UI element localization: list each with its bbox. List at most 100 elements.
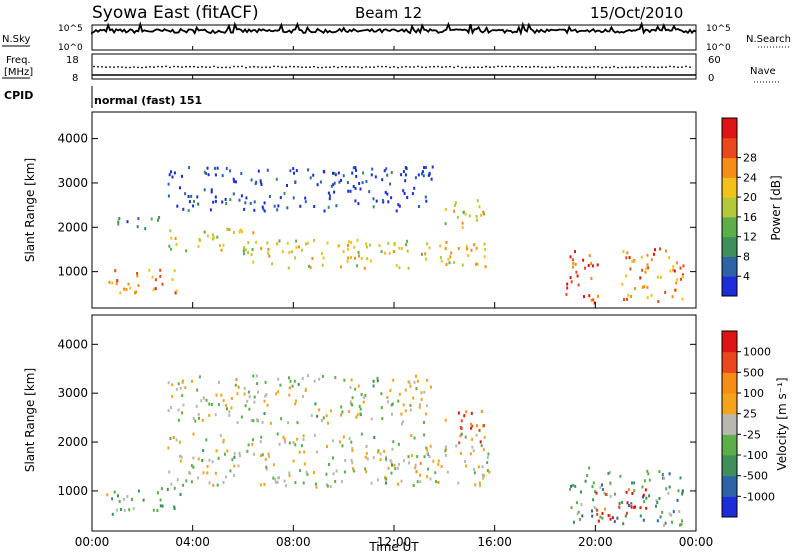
echo-cell — [358, 404, 361, 408]
echo-cell — [484, 265, 487, 269]
echo-cell — [206, 471, 209, 475]
echo-cell — [420, 252, 423, 256]
echo-cell — [607, 471, 610, 475]
echo-cell — [646, 469, 649, 473]
echo-cell — [647, 472, 650, 476]
echo-cell — [355, 415, 358, 419]
echo-cell — [116, 279, 119, 282]
nave-point — [597, 65, 599, 68]
nave-point — [445, 66, 447, 68]
echo-cell — [415, 387, 418, 391]
echo-cell — [252, 438, 254, 442]
velocity-x-ticks: 00:00 04:00 08:00 12:00 16:00 20:00 00:00 — [75, 525, 713, 549]
echo-cell — [236, 421, 239, 425]
echo-cell — [216, 166, 219, 170]
echo-cell — [346, 247, 349, 251]
echo-cell — [278, 442, 281, 446]
echo-cell — [329, 194, 331, 198]
echo-cell — [483, 255, 486, 259]
echo-cell — [414, 466, 417, 470]
echo-cell — [619, 474, 622, 478]
echo-cell — [322, 169, 325, 173]
echo-cell — [179, 386, 182, 390]
echo-cell — [377, 478, 379, 482]
echo-cell — [623, 298, 625, 302]
echo-cell — [215, 393, 218, 397]
echo-cell — [349, 385, 352, 389]
echo-cell — [355, 168, 357, 172]
echo-cell — [630, 505, 633, 509]
echo-cell — [465, 410, 468, 414]
echo-cell — [425, 412, 428, 416]
echo-cell — [252, 260, 255, 264]
echo-cell — [607, 514, 610, 518]
echo-cell — [407, 455, 410, 459]
echo-cell — [214, 413, 217, 417]
echo-cell — [682, 275, 684, 278]
echo-cell — [426, 378, 429, 382]
echo-cell — [137, 489, 140, 493]
nave-point — [461, 66, 463, 69]
echo-cell — [482, 212, 485, 216]
nave-point — [165, 65, 167, 68]
echo-cell — [481, 473, 484, 477]
echo-cell — [335, 204, 338, 208]
echo-cell — [173, 171, 176, 175]
echo-cell — [402, 459, 405, 463]
echo-cell — [402, 170, 405, 174]
echo-cell — [385, 477, 388, 481]
echo-cell — [570, 280, 573, 284]
echo-cell — [648, 478, 651, 482]
echo-cell — [198, 375, 201, 379]
echo-cell — [244, 404, 247, 408]
echo-cell — [601, 511, 604, 515]
echo-cell — [398, 266, 401, 270]
beam-title: Beam 12 — [355, 4, 422, 22]
echo-cell — [392, 440, 395, 444]
echo-cell — [171, 395, 174, 398]
echo-cell — [300, 444, 303, 448]
echo-cell — [205, 172, 208, 175]
nave-point — [577, 66, 579, 68]
echo-cell — [426, 448, 429, 452]
freq-tick-high: 18 — [66, 55, 79, 66]
nave-point — [253, 65, 255, 68]
echo-cell — [464, 460, 467, 463]
echo-cell — [172, 436, 175, 439]
echo-cell — [251, 442, 254, 446]
echo-cell — [168, 244, 171, 248]
echo-cell — [321, 374, 324, 378]
echo-cell — [417, 173, 420, 177]
echo-cell — [424, 252, 427, 256]
echo-cell — [372, 197, 375, 201]
echo-cell — [672, 265, 675, 268]
echo-cell — [373, 436, 376, 439]
echo-cell — [383, 169, 386, 173]
echo-cell — [467, 254, 470, 258]
echo-cell — [360, 432, 363, 436]
echo-cell — [208, 413, 211, 417]
x-tick-label: 16:00 — [477, 535, 512, 549]
echo-cell — [574, 250, 576, 254]
echo-cell — [344, 459, 347, 462]
echo-cell — [247, 241, 250, 245]
echo-cell — [671, 295, 674, 299]
echo-cell — [259, 440, 262, 444]
echo-cell — [240, 194, 243, 198]
nave-point — [285, 66, 287, 69]
nave-point — [429, 66, 431, 68]
echo-cell — [194, 419, 197, 423]
echo-cell — [403, 192, 406, 195]
echo-cell — [459, 452, 462, 456]
echo-cell — [354, 166, 357, 170]
colorbar-tick-label: 12 — [743, 231, 757, 244]
echo-cell — [211, 233, 214, 237]
echo-cell — [386, 173, 389, 177]
echo-cell — [428, 455, 431, 459]
echo-cell — [217, 403, 220, 407]
echo-cell — [253, 395, 256, 399]
nave-point — [181, 66, 183, 69]
echo-cell — [468, 214, 471, 218]
echo-cell — [574, 484, 577, 488]
echo-cell — [304, 196, 307, 200]
